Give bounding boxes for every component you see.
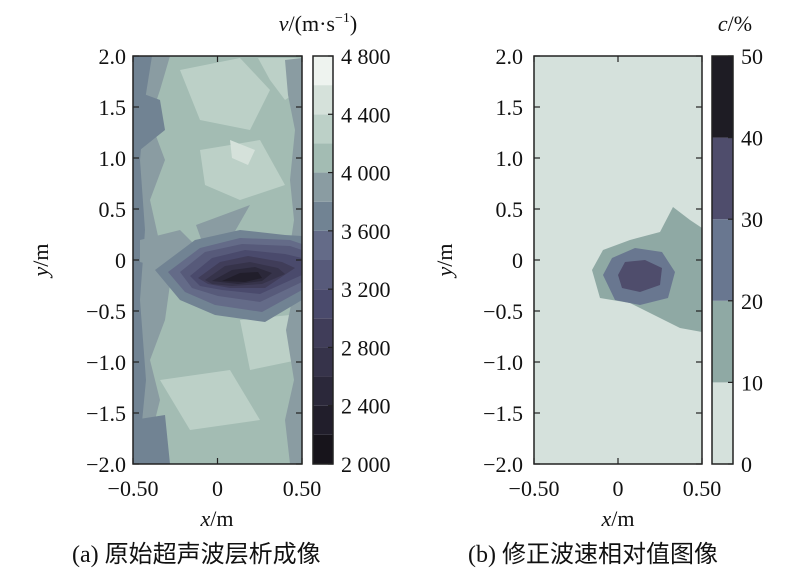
y-tick-label: 1.0 [496, 146, 524, 171]
panel-a: 4 800 4 400 4 000 3 600 3 200 2 800 2 400 2 000… [28, 11, 391, 531]
velocity-contour-field [133, 56, 302, 464]
colorbar-segment [712, 219, 733, 301]
colorbar-segment [313, 143, 333, 173]
colorbar-tick-label: 4 800 [341, 44, 391, 69]
y-tick-label: −0.5 [86, 299, 126, 324]
x-axis-label: x/m [200, 506, 234, 531]
x-axis-label: x/m [601, 506, 635, 531]
percent-colorbar: 50 40 30 20 10 0 [712, 44, 763, 477]
y-tick-label: 1.0 [99, 146, 127, 171]
colorbar-segment [712, 56, 733, 138]
y-tick-label: −1.5 [86, 401, 126, 426]
colorbar-tick-label: 40 [741, 126, 763, 151]
colorbar-segment [313, 85, 333, 115]
colorbar-segment [313, 260, 333, 290]
y-tick-label: −0.5 [483, 299, 523, 324]
y-axis-label: y/m [432, 244, 457, 279]
colorbar-title: v/(m·s−1) [279, 11, 357, 36]
colorbar-tick-label: 50 [741, 44, 763, 69]
y-tick-label: 1.5 [496, 95, 524, 120]
x-tick-label: 0 [613, 476, 624, 501]
y-tick-label: 2.0 [99, 44, 127, 69]
colorbar-tick-label: 3 200 [341, 277, 391, 302]
y-tick-label: 0 [115, 248, 126, 273]
colorbar-tick-label: 4 400 [341, 102, 391, 127]
colorbar-segment [313, 318, 333, 348]
y-tick-label: 0.5 [99, 197, 127, 222]
y-tick-label: −1.0 [483, 350, 523, 375]
colorbar-segment [712, 382, 733, 464]
colorbar-segment [313, 172, 333, 202]
colorbar-segment [712, 300, 733, 383]
colorbar-tick-label: 30 [741, 207, 763, 232]
colorbar-segment [313, 347, 333, 377]
colorbar-segment [313, 405, 333, 435]
colorbar-segment [712, 137, 733, 220]
y-tick-label: 0.5 [496, 197, 524, 222]
y-tick-label: −1.0 [86, 350, 126, 375]
colorbar-frame [711, 55, 734, 465]
colorbar-title: c/% [718, 11, 752, 36]
y-axis-label: y/m [28, 244, 53, 279]
colorbar-tick-label: 3 600 [341, 219, 391, 244]
x-tick-label: −0.50 [509, 476, 560, 501]
caption-a: (a) 原始超声波层析成像 [72, 542, 321, 568]
colorbar-tick-label: 4 000 [341, 161, 391, 186]
colorbar-segment [313, 230, 333, 260]
colorbar-tick-label: 2 000 [341, 452, 391, 477]
colorbar-tick-label: 2 800 [341, 335, 391, 360]
y-tick-label: 0 [512, 248, 523, 273]
colorbar-segment [313, 56, 333, 86]
y-tick-label: 2.0 [496, 44, 524, 69]
colorbar-segment [313, 434, 333, 464]
caption-b: (b) 修正波速相对值图像 [468, 542, 718, 568]
x-tick-label: 0.50 [283, 476, 322, 501]
colorbar-tick-label: 10 [741, 370, 763, 395]
colorbar-segment [313, 114, 333, 144]
y-tick-label: −2.0 [483, 452, 523, 477]
y-tick-label: 1.5 [99, 95, 127, 120]
colorbar-tick-label: 0 [741, 452, 752, 477]
y-tick-label: −1.5 [483, 401, 523, 426]
x-tick-label: 0 [212, 476, 223, 501]
velocity-colorbar: 4 800 4 400 4 000 3 600 3 200 2 800 2 400 2 000 [313, 44, 391, 477]
x-tick-label: 0.50 [683, 476, 722, 501]
colorbar-segment [313, 376, 333, 406]
colorbar-tick-label: 20 [741, 289, 763, 314]
x-tick-label: −0.50 [108, 476, 159, 501]
colorbar-frame [312, 55, 334, 465]
relative-velocity-contour-field [534, 56, 702, 464]
colorbar-segment [313, 201, 333, 231]
y-tick-label: −2.0 [86, 452, 126, 477]
colorbar-segment [313, 289, 333, 319]
colorbar-tick-label: 2 400 [341, 394, 391, 419]
